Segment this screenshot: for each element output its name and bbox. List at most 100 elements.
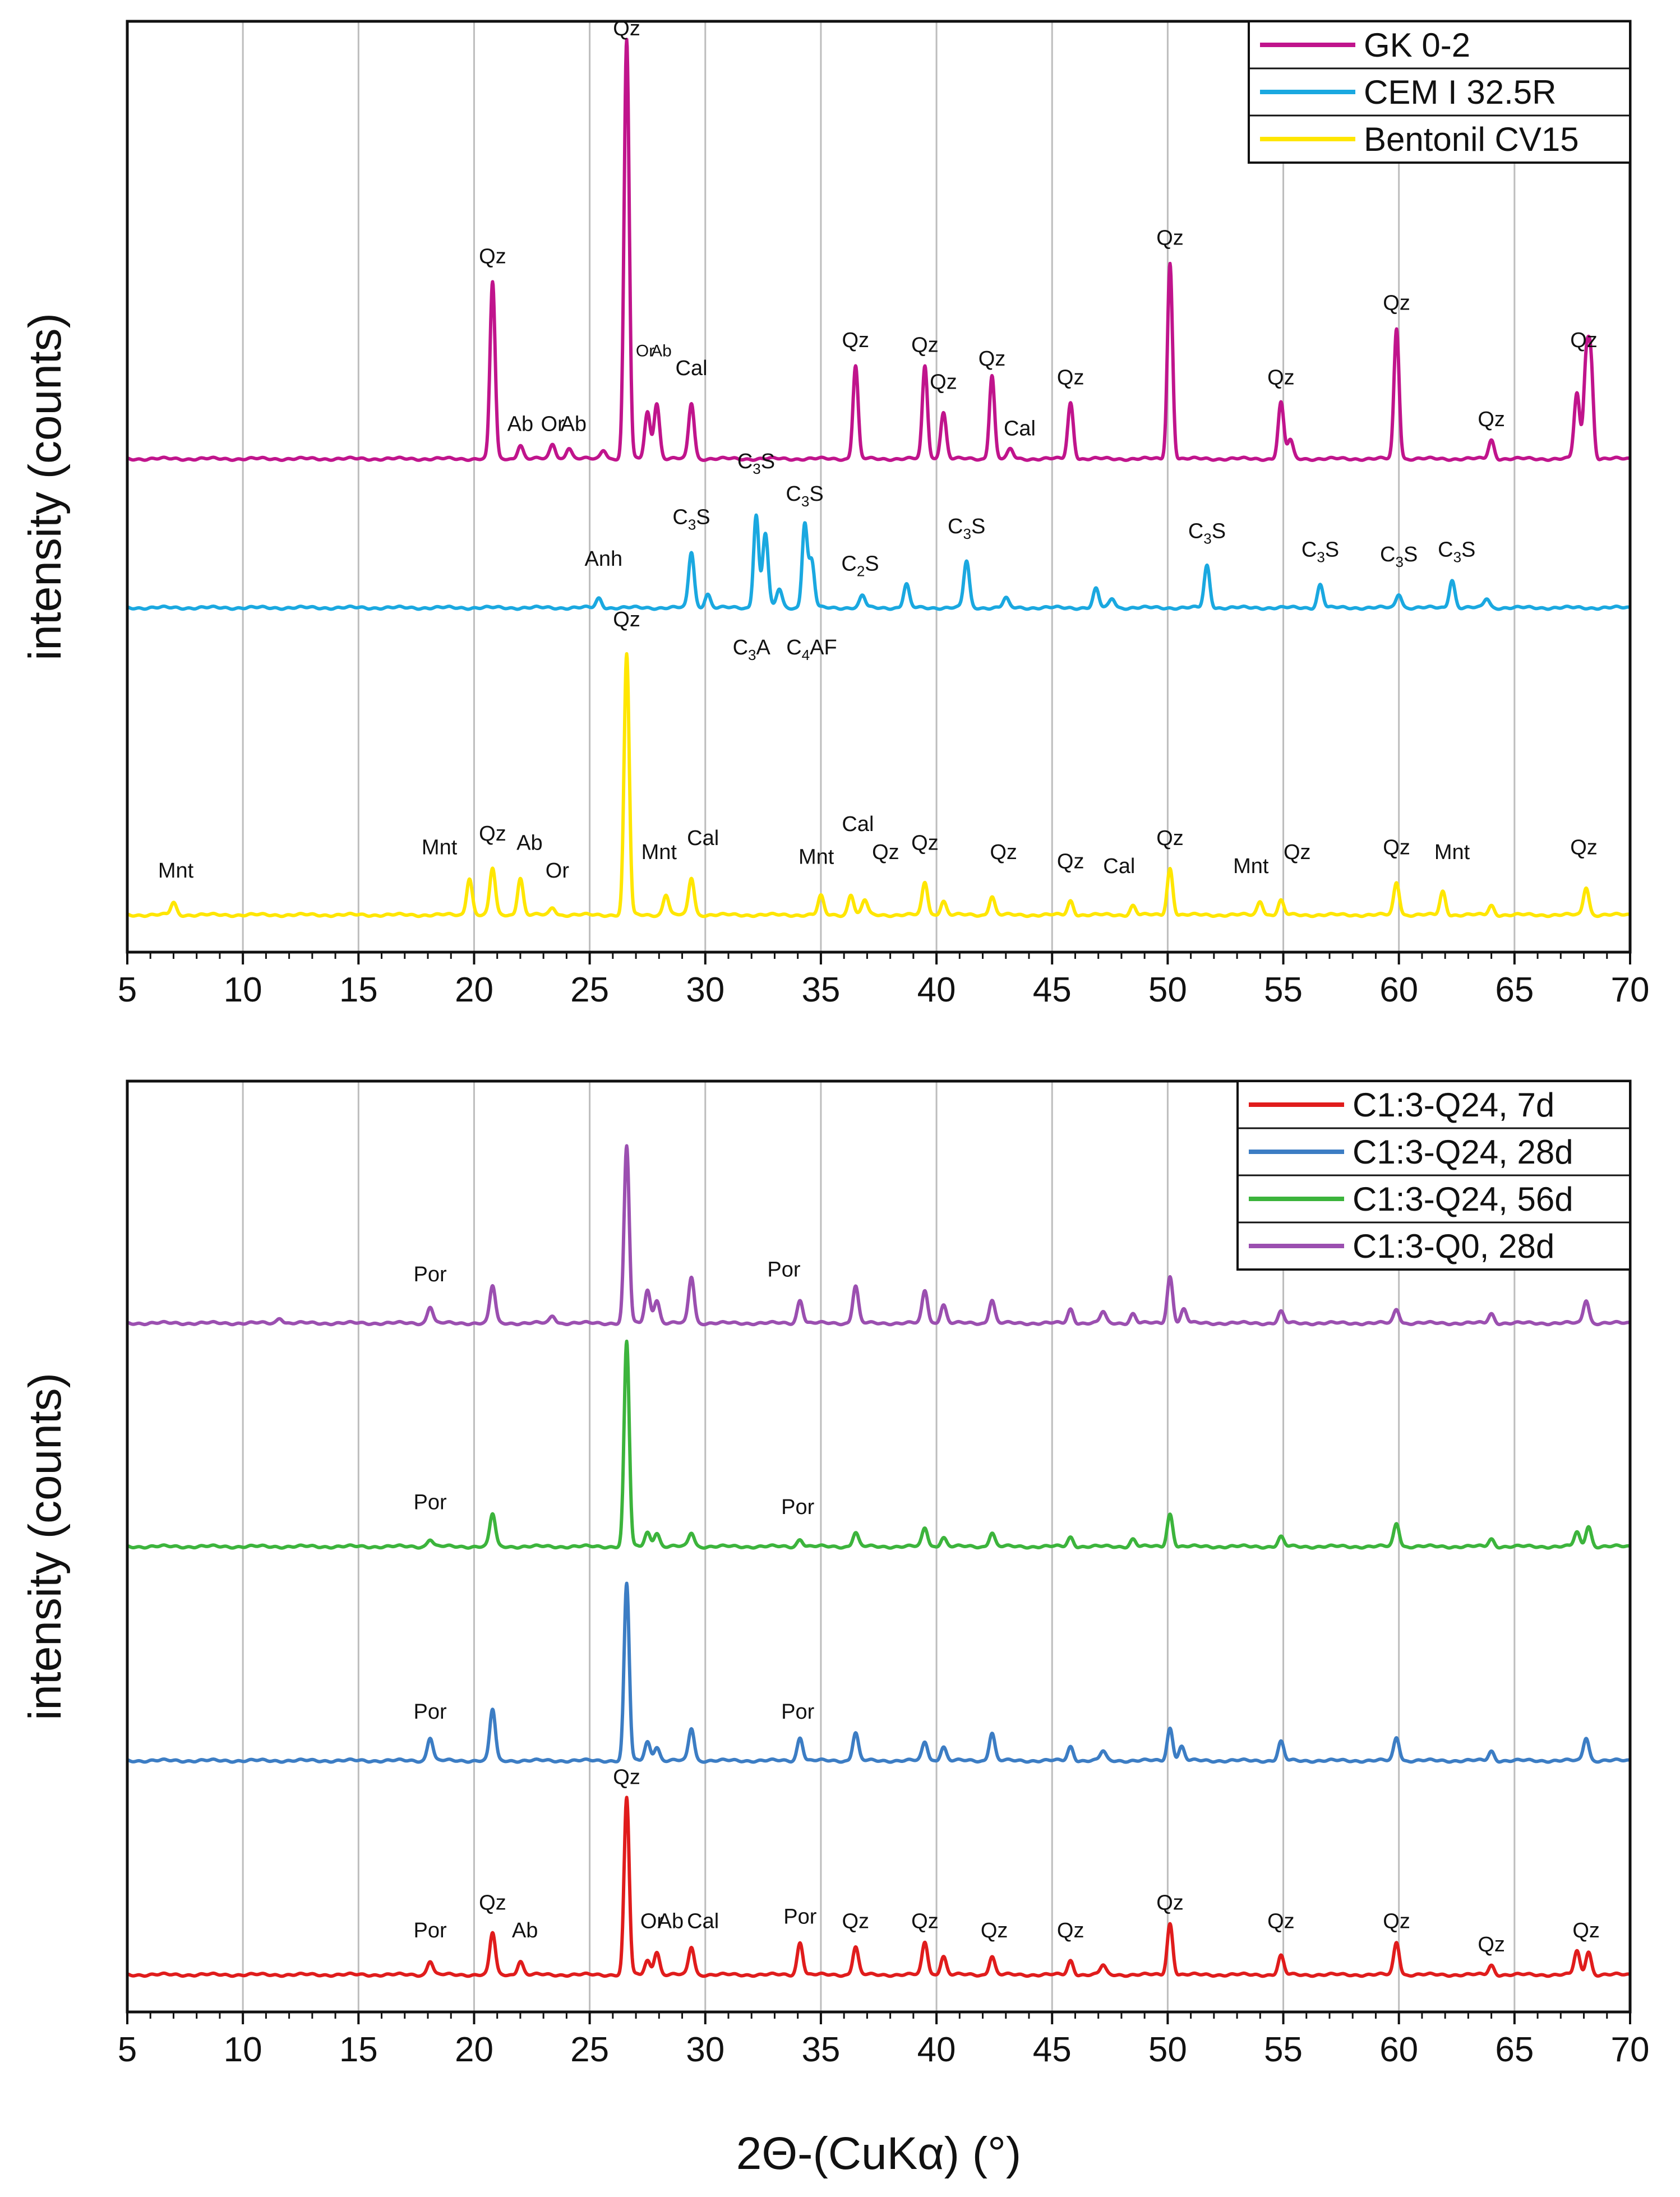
peak-label: Qz <box>1570 329 1598 352</box>
x-tick-label: 55 <box>1264 2030 1303 2069</box>
x-tick-label: 65 <box>1495 971 1534 1009</box>
peak-label: Qz <box>981 1919 1008 1942</box>
peak-label: Qz <box>613 1765 640 1789</box>
x-tick-label: 5 <box>118 971 137 1009</box>
top-y-axis-title: intensity (counts) <box>20 313 71 661</box>
peak-label: Por <box>414 1491 447 1515</box>
peak-label: Qz <box>1478 408 1505 431</box>
peak-label: Or <box>541 412 565 436</box>
peak-label: Qz <box>1267 366 1295 389</box>
peak-label: C3S <box>1188 519 1226 547</box>
legend-label: C1:3-Q24, 7d <box>1353 1086 1554 1124</box>
legend-label: C1:3-Q24, 28d <box>1353 1133 1573 1171</box>
peak-label: Qz <box>842 1910 869 1933</box>
peak-label: Ab <box>516 831 542 855</box>
legend-label: CEM I 32.5R <box>1364 73 1556 111</box>
legend-label: C1:3-Q0, 28d <box>1353 1227 1554 1265</box>
legend-label: C1:3-Q24, 56d <box>1353 1180 1573 1218</box>
peak-label: C2S <box>841 552 879 579</box>
peak-label: Qz <box>990 841 1017 864</box>
peak-label: Ab <box>512 1919 538 1942</box>
peak-label: Cal <box>1103 855 1135 878</box>
peak-label: Mnt <box>1434 841 1470 864</box>
peak-label: C3S <box>737 450 775 477</box>
peak-label: Qz <box>872 841 899 864</box>
peak-label: Mnt <box>158 859 194 883</box>
peak-label: Or <box>640 1910 664 1933</box>
peak-label: Ab <box>651 342 672 361</box>
peak-label: Qz <box>911 1910 939 1933</box>
x-tick-label: 10 <box>224 971 262 1009</box>
peak-label: Por <box>781 1496 814 1519</box>
peak-label: Qz <box>613 608 640 631</box>
peak-label: Qz <box>1267 1910 1295 1933</box>
peak-label: Qz <box>1570 836 1598 860</box>
peak-label: Por <box>414 1700 447 1724</box>
x-tick-label: 15 <box>339 971 378 1009</box>
legend-label: GK 0-2 <box>1364 26 1470 64</box>
peak-label: Qz <box>1284 841 1311 864</box>
peak-label: Ab <box>507 412 533 436</box>
top-panel-legend: GK 0-2 CEM I 32.5R Bentonil CV15 <box>1248 20 1631 164</box>
x-tick-label: 65 <box>1495 2030 1534 2069</box>
series-line <box>126 513 1632 611</box>
peak-label: Ab <box>561 412 587 436</box>
x-tick-label: 40 <box>917 971 956 1009</box>
peak-label: Qz <box>479 822 506 846</box>
peak-label: Qz <box>1057 850 1084 874</box>
peak-label: Qz <box>1478 1933 1505 1956</box>
bottom-panel-legend: C1:3-Q24, 7d C1:3-Q24, 28d C1:3-Q24, 56d C1… <box>1236 1080 1631 1271</box>
peak-label: Mnt <box>422 836 458 860</box>
x-tick-label: 30 <box>686 971 724 1009</box>
peak-label: Anh <box>585 547 623 571</box>
series-line <box>126 652 1632 919</box>
peak-label: Por <box>767 1258 800 1282</box>
peak-label: C3S <box>1438 538 1475 566</box>
x-tick-label: 25 <box>570 2030 609 2069</box>
peak-label: Or <box>636 342 654 361</box>
peak-label: Cal <box>676 357 708 380</box>
peak-label: Qz <box>1057 366 1084 389</box>
peak-label: Qz <box>479 1891 506 1914</box>
x-tick-label: 60 <box>1379 971 1418 1009</box>
peak-label: Por <box>781 1700 814 1724</box>
x-tick-label: 40 <box>917 2030 956 2069</box>
peak-label: Cal <box>687 1910 719 1933</box>
series-line <box>126 1340 1632 1550</box>
peak-label: Or <box>546 859 570 883</box>
x-tick-label: 70 <box>1611 2030 1650 2069</box>
series-line <box>126 1581 1632 1764</box>
top-panel-series <box>126 38 1632 919</box>
x-tick-label: 20 <box>455 2030 493 2069</box>
peak-label: Por <box>414 1919 447 1942</box>
x-tick-label: 35 <box>801 971 840 1009</box>
peak-label: Qz <box>1572 1919 1600 1942</box>
peak-label: Por <box>414 1263 447 1286</box>
bottom-panel-frame <box>126 1079 1632 2014</box>
peak-label: Cal <box>687 827 719 850</box>
peak-label: Qz <box>1156 226 1184 250</box>
x-tick-label: 45 <box>1033 2030 1072 2069</box>
peak-label: Qz <box>1156 1891 1184 1914</box>
peak-label: Qz <box>1383 1910 1410 1933</box>
x-tick-label: 50 <box>1148 971 1187 1009</box>
top-panel-x-ticks: 5 10 15 20 25 30 35 40 45 50 55 60 65 70 <box>118 952 1649 1009</box>
peak-label: C4AF <box>786 636 837 663</box>
peak-label: Cal <box>842 813 874 836</box>
peak-label: Mnt <box>799 845 834 869</box>
peak-label: Cal <box>1004 417 1036 441</box>
series-line <box>126 1144 1632 1327</box>
x-tick-label: 15 <box>339 2030 378 2069</box>
peak-label: Qz <box>930 371 957 394</box>
x-tick-label: 35 <box>801 2030 840 2069</box>
peak-label: C3S <box>948 515 985 542</box>
series-line <box>126 38 1632 462</box>
x-tick-label: 20 <box>455 971 493 1009</box>
x-tick-label: 30 <box>686 2030 724 2069</box>
x-tick-label: 45 <box>1033 971 1072 1009</box>
x-tick-label: 25 <box>570 971 609 1009</box>
peak-label: Qz <box>479 245 506 269</box>
